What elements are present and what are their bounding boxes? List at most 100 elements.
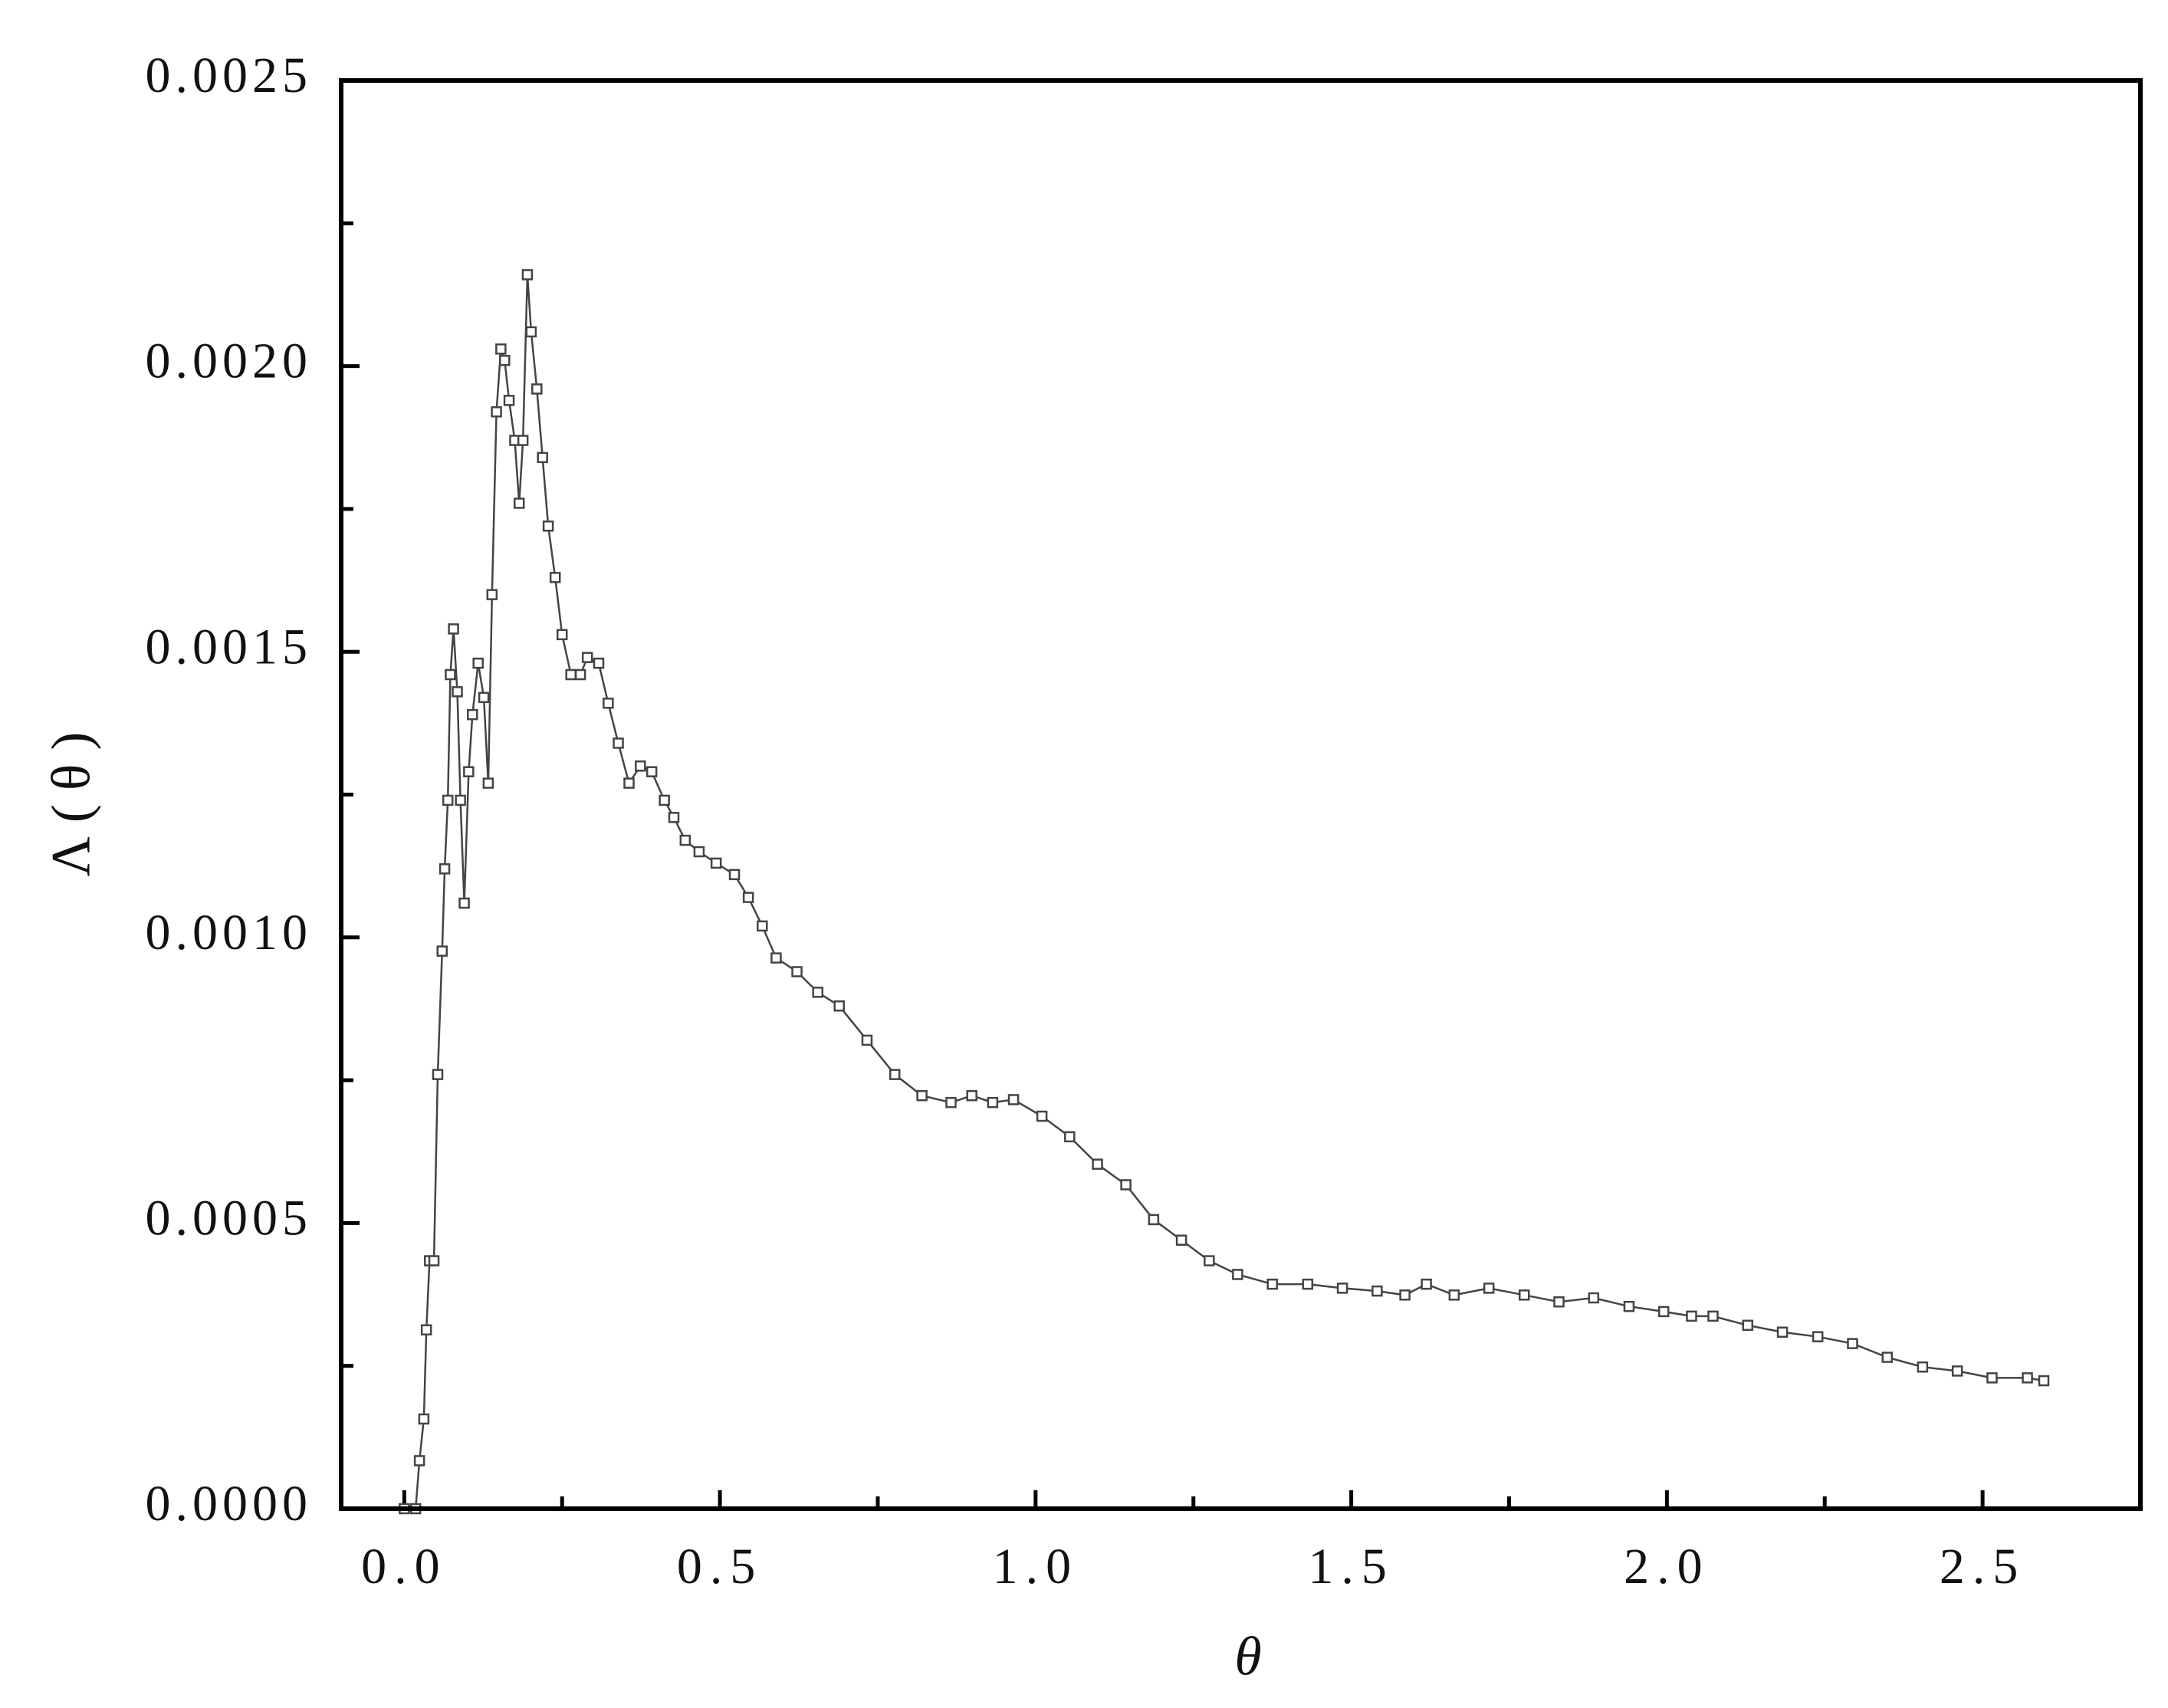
- data-point: [525, 326, 537, 338]
- data-point: [1421, 1278, 1432, 1290]
- x-tick-label: 1.5: [1308, 1539, 1394, 1595]
- data-point: [439, 863, 451, 875]
- data-point: [645, 766, 658, 777]
- data-point: [861, 1034, 873, 1046]
- data-point: [1336, 1283, 1348, 1294]
- data-point: [1986, 1372, 1998, 1384]
- data-point: [728, 869, 741, 881]
- data-point: [945, 1096, 957, 1109]
- x-tick-label: 0.5: [677, 1539, 764, 1595]
- data-point: [593, 657, 605, 669]
- data-point: [916, 1089, 928, 1102]
- data-point: [791, 966, 803, 977]
- data-point: [833, 1000, 845, 1012]
- data-point: [1951, 1365, 1963, 1377]
- y-tick-label: 0.0000: [146, 1476, 313, 1532]
- data-point: [574, 668, 586, 681]
- data-point: [1120, 1179, 1132, 1191]
- data-point: [455, 794, 466, 806]
- data-point: [623, 777, 635, 789]
- data-point: [452, 686, 463, 698]
- data-point: [499, 354, 511, 366]
- data-point: [467, 708, 478, 721]
- y-tick-label: 0.0020: [146, 333, 313, 389]
- data-point: [1092, 1158, 1103, 1170]
- data-point: [1847, 1338, 1858, 1349]
- data-point: [1623, 1300, 1635, 1312]
- data-point: [531, 383, 543, 395]
- plot-frame: [339, 78, 2143, 1511]
- data-point: [1399, 1289, 1411, 1301]
- data-point: [1483, 1283, 1495, 1294]
- data-point: [472, 657, 484, 669]
- data-point: [1588, 1292, 1600, 1304]
- data-point: [770, 952, 782, 964]
- series-line: [404, 274, 2045, 1510]
- y-tick-label: 0.0005: [146, 1191, 313, 1247]
- x-tick-label: 2.5: [1940, 1539, 2026, 1595]
- data-point: [1881, 1352, 1894, 1363]
- x-axis-label: θ: [1234, 1626, 1261, 1687]
- data-point: [418, 1413, 430, 1425]
- data-point: [432, 1069, 444, 1080]
- data-point: [1742, 1319, 1754, 1332]
- data-point: [491, 406, 502, 418]
- data-point: [812, 987, 823, 998]
- data-point: [428, 1255, 440, 1266]
- data-point: [1302, 1278, 1314, 1290]
- data-point: [549, 572, 561, 583]
- data-point: [613, 737, 624, 749]
- data-point: [436, 945, 448, 957]
- data-point: [513, 498, 525, 509]
- data-point: [1232, 1269, 1243, 1280]
- data-point: [1686, 1310, 1697, 1322]
- data-point: [486, 589, 498, 600]
- y-axis-label: Λ(θ): [41, 718, 102, 877]
- data-point: [521, 269, 534, 281]
- data-point: [668, 812, 680, 823]
- data-point: [693, 846, 705, 858]
- y-tick-label: 0.0010: [146, 905, 313, 961]
- data-point: [445, 668, 456, 681]
- data-point: [420, 1324, 432, 1336]
- data-point: [478, 691, 490, 704]
- data-point: [679, 834, 691, 846]
- data-point: [1266, 1278, 1278, 1290]
- data-point: [458, 897, 470, 909]
- data-point: [889, 1069, 901, 1080]
- data-point: [1553, 1296, 1565, 1308]
- data-point: [987, 1096, 999, 1109]
- data-point: [1036, 1110, 1048, 1122]
- data-point: [1776, 1326, 1789, 1338]
- data-point: [2022, 1372, 2033, 1384]
- data-point: [581, 652, 593, 663]
- data-point: [1812, 1331, 1824, 1342]
- data-point: [1448, 1289, 1460, 1301]
- data-point: [542, 521, 554, 532]
- data-point: [966, 1089, 977, 1102]
- data-point: [448, 623, 459, 635]
- y-tick-label: 0.0015: [146, 619, 313, 675]
- data-point: [710, 857, 722, 869]
- x-tick-label: 0.0: [361, 1539, 448, 1595]
- data-point: [1148, 1214, 1160, 1226]
- data-point: [635, 760, 646, 772]
- data-point: [1707, 1310, 1719, 1322]
- data-point: [442, 794, 454, 806]
- data-point: [413, 1455, 425, 1467]
- data-point: [565, 668, 577, 681]
- data-point: [2038, 1375, 2050, 1387]
- data-point: [517, 435, 529, 446]
- data-point: [1007, 1094, 1020, 1105]
- x-tick-label: 2.0: [1624, 1539, 1710, 1595]
- data-point: [1519, 1289, 1530, 1301]
- data-point: [482, 777, 494, 789]
- data-point: [1658, 1306, 1670, 1318]
- data-point: [556, 629, 568, 641]
- data-point: [1064, 1131, 1076, 1143]
- x-tick-label: 1.0: [993, 1539, 1079, 1595]
- data-point: [742, 892, 754, 903]
- data-point: [1175, 1234, 1187, 1247]
